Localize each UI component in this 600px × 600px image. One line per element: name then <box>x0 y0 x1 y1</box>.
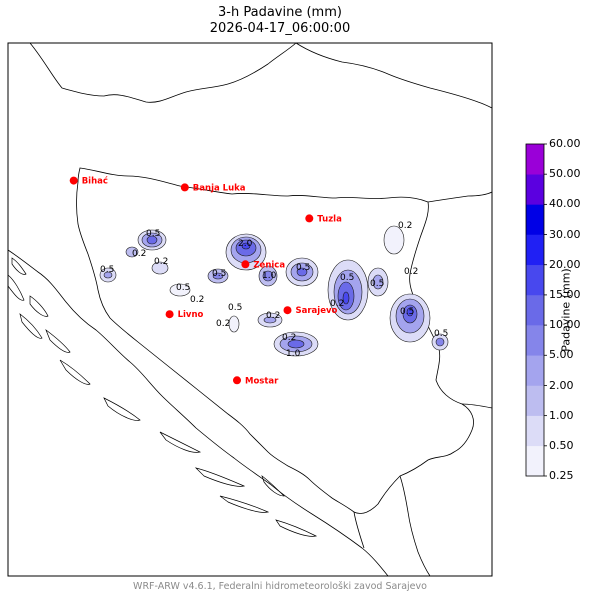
colorbar-title: Padavine (mm) <box>559 268 573 352</box>
contour-labels: 0.5 0.2 0.5 0.2 0.5 0.2 2.0 0.5 1.0 0.5 … <box>100 221 448 359</box>
contour-label: 0.5 <box>212 269 226 279</box>
map-title: 3-h Padavine (mm) <box>218 5 342 20</box>
colorbar-level-label: 0.25 <box>549 469 574 482</box>
city-label: Banja Luka <box>193 183 246 193</box>
contour-label: 0.2 <box>266 311 280 321</box>
colorbar-band <box>526 204 544 235</box>
colorbar-level-label: 30.00 <box>549 227 581 241</box>
contour-label: 0.2 <box>404 267 418 277</box>
contour-label: 0.2 <box>190 295 204 305</box>
colorbar-level-label: 40.00 <box>549 197 581 211</box>
contour-label: 0.5 <box>370 279 384 289</box>
colorbar-band <box>526 144 544 175</box>
contour-label: 2.0 <box>238 239 253 249</box>
colorbar-level-label: 50.00 <box>549 167 581 181</box>
colorbar-band <box>526 174 544 205</box>
colorbar-frame <box>525 143 545 477</box>
contour-label: 0.5 <box>296 263 310 273</box>
contour-label: 0.5 <box>146 229 160 239</box>
coastline <box>7 249 389 577</box>
colorbar-level-label: 2.00 <box>549 378 574 392</box>
contour-label: 0.5 <box>400 307 414 317</box>
city-markers: Bihać Banja Luka Tuzla Zenica Livno Sarajevo M… <box>69 176 342 386</box>
city-label: Sarajevo <box>296 306 338 316</box>
city-marker <box>233 376 241 385</box>
colorbar-level-label: 5.00 <box>549 348 574 362</box>
city-label: Zenica <box>253 260 285 270</box>
map-datetime: 2026-04-17_06:00:00 <box>209 21 351 36</box>
contour-label: 0.2 <box>330 299 344 309</box>
city-marker <box>283 306 292 315</box>
colorbar-band <box>526 264 544 296</box>
city-label: Livno <box>178 310 204 320</box>
precipitation-contours <box>99 225 449 357</box>
city-label: Bihać <box>82 176 108 187</box>
contour-label: 1.0 <box>286 349 301 359</box>
city-marker <box>165 310 174 319</box>
neighbour-borders <box>29 42 493 577</box>
colorbar-level-label: 1.00 <box>549 408 574 422</box>
contour-label: 0.5 <box>340 273 354 283</box>
contour-label: 0.5 <box>228 303 242 313</box>
colorbar-level-label: 0.50 <box>549 438 574 452</box>
contour-label: 0.2 <box>398 221 412 231</box>
colorbar-band <box>526 445 544 477</box>
colorbar-band <box>526 234 544 266</box>
contour-label: 0.2 <box>154 257 168 267</box>
colorbar-band <box>526 325 544 356</box>
city-marker <box>69 176 78 185</box>
city-marker <box>180 183 189 192</box>
colorbar-band <box>526 415 544 447</box>
contour-label: 1.0 <box>262 271 277 281</box>
contour-label: 0.2 <box>216 319 230 329</box>
islands <box>7 257 318 537</box>
colorbar-level-label: 20.00 <box>549 257 581 271</box>
contour-label: 0.5 <box>100 265 114 275</box>
contour-label: 0.5 <box>434 329 448 339</box>
colorbar <box>525 143 547 477</box>
colorbar-band <box>526 355 544 386</box>
colorbar-level-label: 60.00 <box>549 137 581 150</box>
contour-label: 0.2 <box>132 249 146 259</box>
colorbar-band <box>526 294 544 326</box>
footer-credit: WRF-ARW v4.6.1, Federalni hidrometeorolo… <box>133 581 427 592</box>
colorbar-band <box>526 385 544 416</box>
city-label: Mostar <box>245 376 279 386</box>
city-marker <box>241 260 250 269</box>
colorbar-level-label: 10.00 <box>549 318 581 332</box>
city-label: Tuzla <box>317 214 342 224</box>
contour-label: 0.2 <box>282 333 296 343</box>
contour-label: 0.5 <box>176 283 190 293</box>
city-marker <box>305 214 314 223</box>
colorbar-level-label: 15.00 <box>549 287 581 301</box>
